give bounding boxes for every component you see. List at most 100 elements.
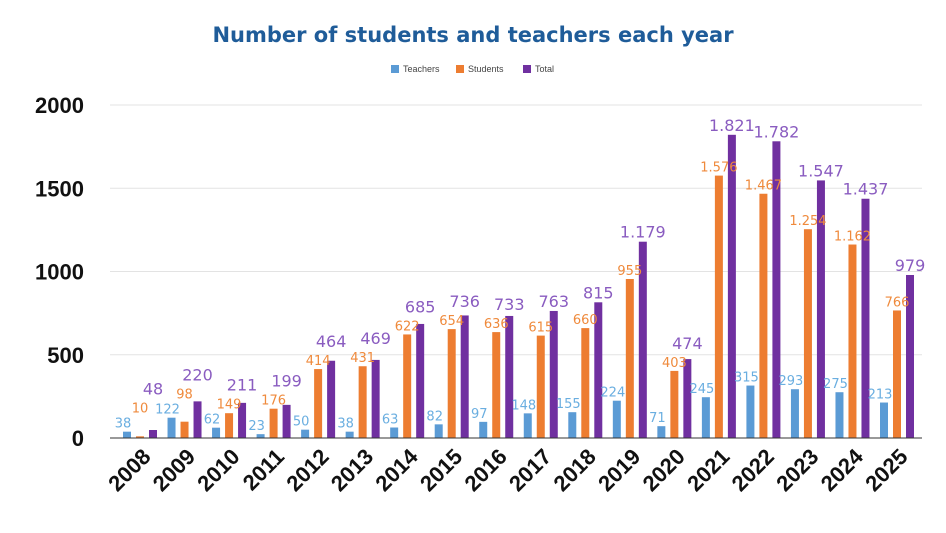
bar-total-2021[interactable] xyxy=(727,134,736,438)
data-label-students-2017: 615 xyxy=(528,321,553,336)
bar-students-2008[interactable] xyxy=(136,436,144,438)
bar-students-2023[interactable] xyxy=(803,229,812,438)
data-label-students-2010: 149 xyxy=(217,398,242,413)
bar-total-2017[interactable] xyxy=(549,310,558,438)
bar-students-2009[interactable] xyxy=(180,421,189,438)
data-label-students-2014: 622 xyxy=(395,319,420,334)
data-label-students-2022: 1.467 xyxy=(745,179,782,194)
y-tick-label: 2000 xyxy=(35,93,84,118)
x-tick-label: 2017 xyxy=(504,444,556,496)
bar-students-2012[interactable] xyxy=(314,369,323,438)
bar-teachers-2022[interactable] xyxy=(746,385,755,438)
bar-teachers-2023[interactable] xyxy=(790,389,799,438)
bar-students-2021[interactable] xyxy=(714,175,723,438)
bar-teachers-2012[interactable] xyxy=(301,429,310,438)
bar-students-2024[interactable] xyxy=(848,244,857,438)
x-tick-label: 2023 xyxy=(771,444,823,496)
bar-students-2011[interactable] xyxy=(269,408,278,438)
data-label-teachers-2021: 245 xyxy=(689,382,714,397)
data-label-students-2020: 403 xyxy=(662,356,687,371)
data-label-teachers-2023: 293 xyxy=(779,374,804,389)
data-label-total-2017: 763 xyxy=(538,292,569,311)
bar-total-2023[interactable] xyxy=(816,180,825,438)
bar-teachers-2017[interactable] xyxy=(523,413,532,438)
x-tick-label: 2021 xyxy=(682,444,734,496)
bar-total-2015[interactable] xyxy=(460,315,469,438)
y-tick-label: 1000 xyxy=(35,260,84,285)
bar-students-2018[interactable] xyxy=(581,328,590,438)
data-label-total-2021: 1.821 xyxy=(709,116,755,135)
bar-students-2015[interactable] xyxy=(447,329,456,438)
legend-swatch-students xyxy=(456,65,464,73)
bar-total-2016[interactable] xyxy=(505,315,514,438)
data-label-students-2021: 1.576 xyxy=(700,161,737,176)
data-label-teachers-2020: 71 xyxy=(649,411,666,426)
bar-total-2024[interactable] xyxy=(861,198,870,438)
legend-label-students[interactable]: Students xyxy=(468,64,504,74)
bar-teachers-2010[interactable] xyxy=(212,427,221,438)
bar-teachers-2021[interactable] xyxy=(701,397,710,438)
x-tick-label: 2014 xyxy=(370,443,423,496)
data-label-students-2015: 654 xyxy=(439,314,464,329)
bar-teachers-2019[interactable] xyxy=(612,400,621,438)
bar-total-2014[interactable] xyxy=(416,323,425,438)
bar-students-2013[interactable] xyxy=(358,366,367,438)
data-label-students-2013: 431 xyxy=(350,351,375,366)
y-tick-label: 0 xyxy=(72,426,84,451)
x-tick-label: 2020 xyxy=(638,444,690,496)
bar-teachers-2020[interactable] xyxy=(657,426,666,438)
bar-total-2008[interactable] xyxy=(149,430,157,438)
y-tick-label: 1500 xyxy=(35,176,84,201)
data-label-teachers-2013: 38 xyxy=(337,417,354,432)
data-label-teachers-2024: 275 xyxy=(823,377,848,392)
bar-teachers-2008[interactable] xyxy=(123,431,131,438)
bar-total-2025[interactable] xyxy=(906,274,914,438)
bar-teachers-2014[interactable] xyxy=(390,427,399,438)
bar-total-2013[interactable] xyxy=(371,359,380,438)
data-label-teachers-2011: 23 xyxy=(248,419,265,434)
bar-teachers-2025[interactable] xyxy=(880,402,888,438)
data-label-total-2014: 685 xyxy=(405,297,436,316)
bar-total-2011[interactable] xyxy=(282,404,291,438)
bar-students-2019[interactable] xyxy=(625,278,634,438)
data-label-students-2009: 98 xyxy=(176,388,193,403)
bar-students-2020[interactable] xyxy=(670,370,679,438)
bar-teachers-2009[interactable] xyxy=(167,417,176,438)
data-label-total-2010: 211 xyxy=(227,376,258,395)
bar-students-2010[interactable] xyxy=(225,413,234,438)
bar-teachers-2015[interactable] xyxy=(434,424,443,438)
bar-students-2017[interactable] xyxy=(536,335,545,438)
bar-teachers-2018[interactable] xyxy=(568,412,577,438)
bar-total-2022[interactable] xyxy=(772,141,781,438)
data-label-total-2012: 464 xyxy=(316,332,347,351)
bar-teachers-2013[interactable] xyxy=(345,431,354,438)
bar-teachers-2011[interactable] xyxy=(256,434,265,438)
data-label-total-2015: 736 xyxy=(449,292,480,311)
bar-teachers-2024[interactable] xyxy=(835,392,844,438)
bar-total-2020[interactable] xyxy=(683,359,692,438)
x-tick-label: 2009 xyxy=(148,444,200,496)
x-axis: 2008200920102011201220132014201520162017… xyxy=(103,443,912,496)
bar-students-2014[interactable] xyxy=(403,334,412,438)
bar-total-2012[interactable] xyxy=(327,360,336,438)
bar-total-2019[interactable] xyxy=(638,241,647,438)
legend-label-teachers[interactable]: Teachers xyxy=(403,64,440,74)
bar-total-2009[interactable] xyxy=(193,401,202,438)
legend: Teachers Students Total xyxy=(391,64,554,74)
data-label-total-2020: 474 xyxy=(672,334,703,353)
data-label-total-2013: 469 xyxy=(360,329,391,348)
data-label-total-2019: 1.179 xyxy=(620,223,666,242)
x-tick-label: 2022 xyxy=(727,444,779,496)
bar-teachers-2016[interactable] xyxy=(479,421,488,438)
bar-total-2018[interactable] xyxy=(594,302,603,438)
bar-total-2010[interactable] xyxy=(238,402,247,438)
bar-students-2016[interactable] xyxy=(492,332,501,438)
x-tick-label: 2018 xyxy=(549,444,601,496)
data-label-teachers-2015: 82 xyxy=(426,409,443,424)
data-label-teachers-2017: 148 xyxy=(511,398,536,413)
legend-label-total[interactable]: Total xyxy=(535,64,554,74)
bar-students-2022[interactable] xyxy=(759,193,768,438)
data-labels: 3810481229822062149211231761995041446438… xyxy=(115,116,926,434)
bar-students-2025[interactable] xyxy=(893,310,901,438)
